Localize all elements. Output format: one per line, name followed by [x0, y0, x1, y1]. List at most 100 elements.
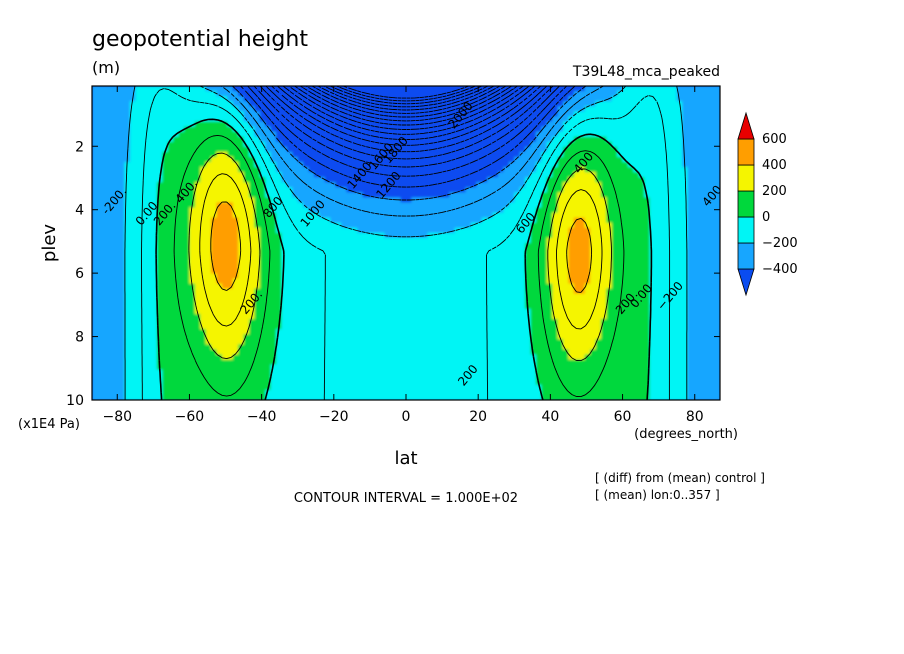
heatmap-cell [584, 248, 591, 254]
heatmap-cell [151, 298, 158, 305]
heatmap-cell [552, 96, 559, 102]
heatmap-cell [611, 111, 618, 117]
heatmap-cell [530, 232, 537, 239]
heatmap-cell [113, 161, 120, 168]
heatmap-cell [519, 263, 526, 269]
heatmap-cell [714, 202, 720, 209]
heatmap-cell [216, 227, 223, 234]
heatmap-cell [303, 172, 310, 178]
heatmap-cell [481, 151, 488, 158]
heatmap-cell [173, 192, 180, 199]
heatmap-cell [205, 202, 212, 209]
heatmap-cell [579, 283, 586, 290]
heatmap-cell [460, 101, 467, 107]
heatmap-cell [514, 116, 521, 123]
heatmap-cell [124, 202, 131, 209]
heatmap-cell [492, 151, 499, 158]
heatmap-cell [151, 182, 158, 188]
heatmap-cell [460, 283, 467, 290]
heatmap-cell [281, 232, 288, 239]
heatmap-cell [205, 151, 212, 158]
heatmap-cell [194, 217, 201, 224]
heatmap-cell [92, 177, 99, 183]
heatmap-cell [362, 212, 369, 219]
heatmap-cell [665, 177, 672, 183]
heatmap-cell [416, 156, 423, 163]
heatmap-cell [541, 278, 548, 285]
heatmap-cell [579, 156, 586, 163]
heatmap-cell [146, 283, 153, 290]
heatmap-cell [362, 253, 369, 259]
heatmap-cell [319, 268, 326, 274]
heatmap-cell [238, 298, 245, 305]
heatmap-cell [389, 278, 396, 285]
heatmap-cell [162, 227, 169, 234]
heatmap-cell [671, 131, 678, 138]
heatmap-cell [438, 263, 445, 269]
heatmap-cell [546, 248, 553, 254]
heatmap-cell [129, 268, 136, 274]
heatmap-cell [595, 116, 602, 123]
heatmap-cell [330, 187, 337, 193]
heatmap-cell [411, 283, 418, 290]
heatmap-cell [178, 86, 185, 92]
heatmap-cell [146, 192, 153, 199]
heatmap-cell [276, 222, 283, 229]
heatmap-cell [563, 248, 570, 254]
heatmap-cell [649, 212, 656, 219]
heatmap-cell [276, 288, 283, 295]
heatmap-cell [573, 298, 580, 305]
heatmap-cell [671, 146, 678, 153]
heatmap-cell [530, 96, 537, 102]
heatmap-cell [422, 151, 429, 158]
heatmap-cell [709, 298, 716, 305]
heatmap-cell [221, 106, 228, 112]
heatmap-cell [232, 131, 239, 138]
heatmap-cell [590, 91, 597, 97]
heatmap-cell [611, 212, 618, 219]
heatmap-cell [433, 298, 440, 305]
heatmap-cell [205, 131, 212, 138]
heatmap-cell [346, 293, 353, 300]
heatmap-cell [665, 253, 672, 259]
heatmap-cell [292, 111, 299, 117]
heatmap-cell [692, 161, 699, 168]
heatmap-cell [243, 151, 250, 158]
heatmap-cell [411, 141, 418, 148]
heatmap-cell [487, 202, 494, 209]
heatmap-cell [113, 303, 120, 310]
heatmap-cell [611, 136, 618, 143]
heatmap-cell [660, 293, 667, 300]
heatmap-cell [324, 243, 331, 249]
heatmap-cell [184, 207, 191, 214]
heatmap-cell [460, 197, 467, 204]
heatmap-cell [335, 278, 342, 285]
heatmap-cell [384, 202, 391, 209]
heatmap-cell [119, 232, 126, 239]
heatmap-cell [281, 187, 288, 193]
heatmap-cell [276, 146, 283, 153]
heatmap-cell [709, 116, 716, 123]
heatmap-cell [438, 192, 445, 199]
heatmap-cell [259, 227, 266, 234]
heatmap-cell [449, 192, 456, 199]
heatmap-cell [622, 243, 629, 249]
heatmap-cell [606, 278, 613, 285]
heatmap-cell [481, 293, 488, 300]
heatmap-cell [627, 207, 634, 214]
heatmap-cell [703, 177, 710, 183]
heatmap-cell [113, 202, 120, 209]
heatmap-cell [633, 146, 640, 153]
heatmap-cell [579, 111, 586, 117]
heatmap-cell [525, 243, 532, 249]
heatmap-cell [590, 263, 597, 269]
heatmap-cell [140, 298, 147, 305]
heatmap-cell [692, 227, 699, 234]
heatmap-cell [481, 237, 488, 244]
heatmap-cell [92, 151, 99, 158]
heatmap-cell [400, 263, 407, 269]
heatmap-cell [200, 86, 207, 92]
heatmap-cell [373, 293, 380, 300]
heatmap-cell [433, 243, 440, 249]
heatmap-cell [709, 202, 716, 209]
